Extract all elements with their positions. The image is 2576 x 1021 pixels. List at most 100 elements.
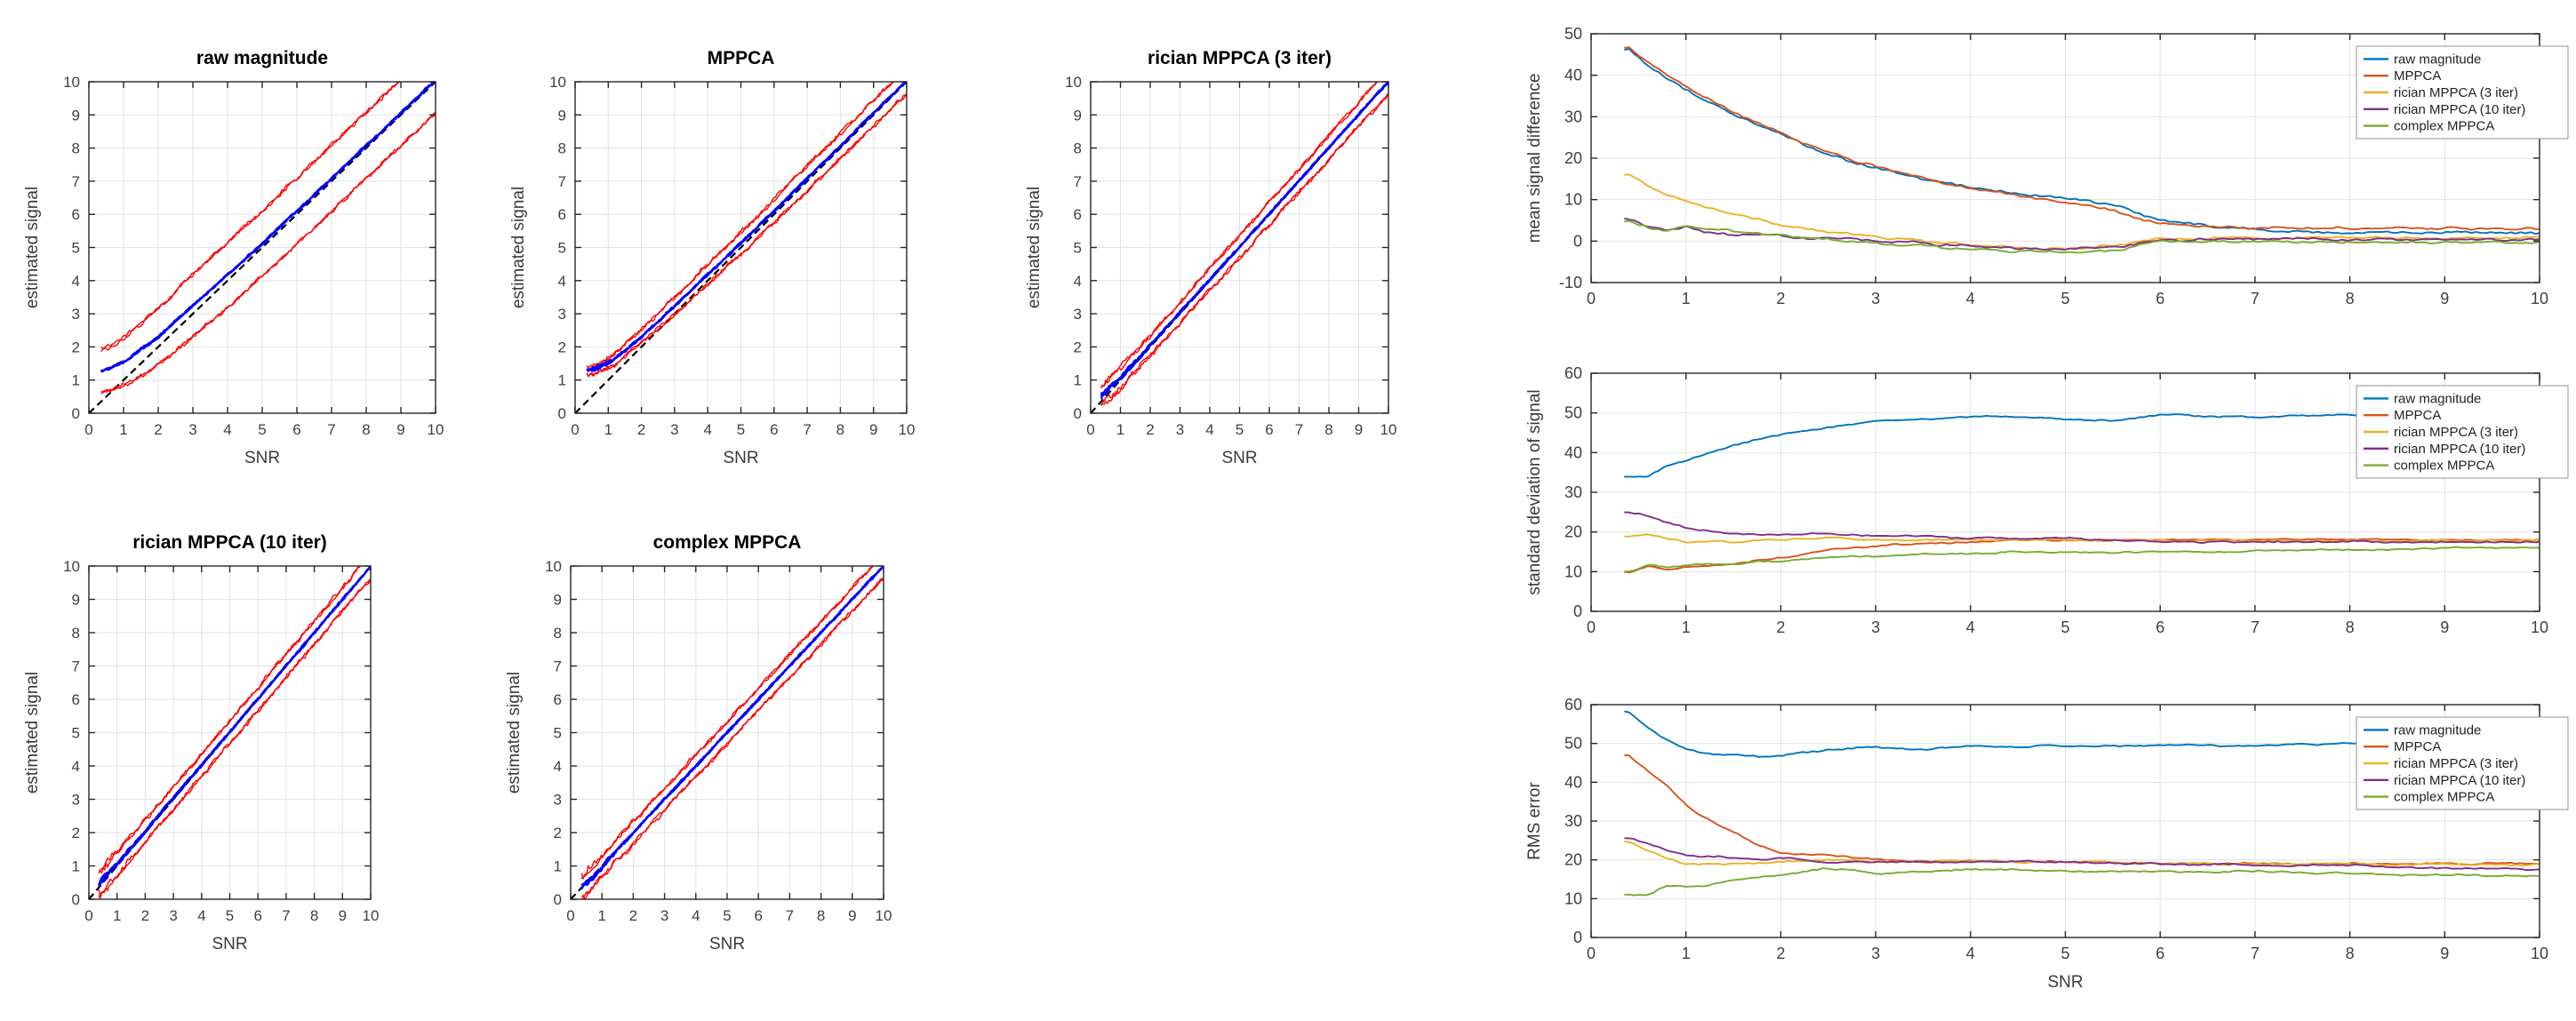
y-tick-label: 10 <box>1564 889 1582 907</box>
x-tick-label: 5 <box>1236 421 1244 438</box>
x-tick-label: 8 <box>2346 618 2355 636</box>
series-raw-magnitude <box>1624 48 2540 235</box>
x-tick-label: 0 <box>1587 945 1596 962</box>
y-tick-label: 0 <box>1573 232 1582 250</box>
legend-item: raw magnitude <box>2364 391 2481 406</box>
y-tick-label: 10 <box>63 74 80 91</box>
x-axis-label: SNR <box>212 935 247 953</box>
legend-item: rician MPPCA (3 iter) <box>2364 756 2518 771</box>
y-tick-label: 10 <box>1564 191 1582 209</box>
x-tick-label: 7 <box>282 907 290 924</box>
tick-marks <box>88 81 436 414</box>
series-upper-bound <box>100 82 402 351</box>
y-tick-label: 8 <box>72 625 80 642</box>
series-complex-mppca <box>1624 219 2540 254</box>
x-tick-label: 5 <box>723 907 731 924</box>
series-rician-mppca-10-iter- <box>1624 511 2540 544</box>
legend-label: complex MPPCA <box>2394 119 2494 134</box>
y-tick-label: 7 <box>558 173 566 190</box>
x-tick-label: 0 <box>1587 290 1596 307</box>
chart-title: complex MPPCA <box>653 532 802 553</box>
y-tick-label: 1 <box>558 372 566 389</box>
legend-item: complex MPPCA <box>2364 459 2494 474</box>
y-tick-label: 1 <box>554 858 562 875</box>
x-tick-label: 3 <box>1176 421 1184 438</box>
y-tick-label: 20 <box>1564 149 1582 167</box>
y-tick-label: 3 <box>558 306 566 323</box>
x-tick-label: 1 <box>1682 618 1691 636</box>
y-tick-label: 50 <box>1564 404 1582 422</box>
y-axis-label: estimated signal <box>509 187 528 308</box>
x-tick-label: 9 <box>848 907 856 924</box>
legend-label: rician MPPCA (10 iter) <box>2394 773 2525 788</box>
series-lower-bound <box>586 92 907 378</box>
y-tick-label: 9 <box>554 592 562 609</box>
y-tick-label: 6 <box>72 206 80 223</box>
y-tick-label: 2 <box>554 825 562 842</box>
legend-box <box>2356 716 2569 810</box>
series-rician-mppca-3-iter- <box>1624 173 2540 251</box>
grid-lines <box>575 82 907 413</box>
y-tick-label: 9 <box>1074 107 1082 124</box>
x-tick-label: 10 <box>1380 421 1397 438</box>
y-tick-label: 9 <box>558 107 566 124</box>
x-tick-label: 1 <box>597 907 605 924</box>
x-tick-label: 10 <box>2531 618 2548 636</box>
x-tick-label: 0 <box>1086 421 1094 438</box>
y-tick-label: 60 <box>1564 364 1582 382</box>
x-tick-label: 1 <box>1682 290 1691 307</box>
y-tick-label: 10 <box>1564 562 1582 580</box>
x-tick-label: 1 <box>113 907 121 924</box>
y-tick-label: 10 <box>63 558 80 575</box>
x-tick-label: 3 <box>1871 945 1880 962</box>
y-tick-label: 30 <box>1564 483 1582 501</box>
y-tick-label: 40 <box>1564 67 1582 84</box>
x-tick-label: 1 <box>119 421 127 438</box>
y-tick-label: 5 <box>558 240 566 257</box>
legend-label: rician MPPCA (3 iter) <box>2394 425 2518 440</box>
legend-label: rician MPPCA (10 iter) <box>2394 442 2525 457</box>
y-axis-label: estimated signal <box>23 187 42 308</box>
legend-item: rician MPPCA (3 iter) <box>2364 85 2518 100</box>
x-tick-label: 6 <box>253 907 261 924</box>
y-tick-label: 50 <box>1564 735 1582 753</box>
x-tick-label: 8 <box>362 421 370 438</box>
y-tick-label: 4 <box>558 273 566 290</box>
x-tick-label: 0 <box>571 421 579 438</box>
x-tick-label: 10 <box>2531 945 2548 962</box>
x-tick-label: 2 <box>1776 290 1785 307</box>
legend-label: MPPCA <box>2394 739 2441 754</box>
series-complex-mppca <box>1624 546 2540 573</box>
tick-marks <box>1590 704 2540 938</box>
x-tick-label: 9 <box>2440 945 2449 962</box>
x-tick-label: 9 <box>2440 290 2449 307</box>
chart-title: MPPCA <box>708 48 775 68</box>
chart-title: raw magnitude <box>196 48 328 68</box>
legend-item: MPPCA <box>2364 739 2441 754</box>
y-tick-label: -10 <box>1559 274 1582 291</box>
x-tick-label: 9 <box>2440 618 2449 636</box>
y-tick-label: 5 <box>72 725 80 742</box>
y-tick-label: 8 <box>558 140 566 157</box>
x-tick-label: 0 <box>84 907 92 924</box>
x-tick-label: 4 <box>1205 421 1213 438</box>
x-tick-label: 7 <box>803 421 811 438</box>
y-tick-label: 5 <box>554 725 562 742</box>
y-tick-label: 40 <box>1564 773 1582 791</box>
x-tick-label: 10 <box>428 421 444 438</box>
x-tick-label: 1 <box>1116 421 1124 438</box>
legend-label: raw magnitude <box>2394 391 2481 406</box>
legend-label: complex MPPCA <box>2394 790 2494 805</box>
x-tick-label: 2 <box>141 907 149 924</box>
series-mean-estimate <box>580 566 884 889</box>
legend-label: raw magnitude <box>2394 52 2481 67</box>
x-tick-label: 8 <box>836 421 844 438</box>
x-tick-label: 2 <box>637 421 645 438</box>
y-tick-label: 0 <box>72 891 80 908</box>
x-tick-label: 3 <box>1871 290 1880 307</box>
